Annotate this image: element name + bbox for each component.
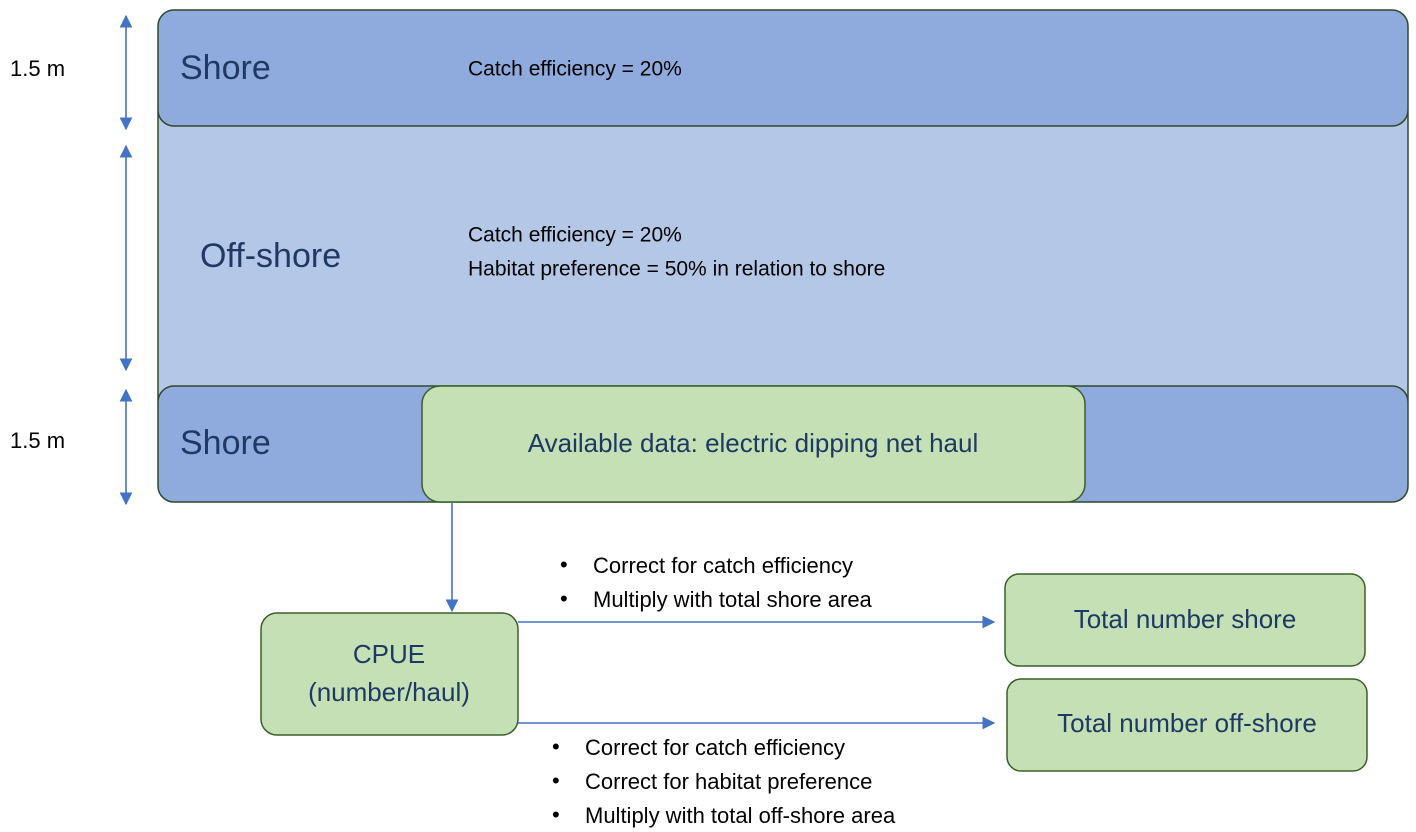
dimension-label: 1.5 m [10, 428, 65, 453]
output-label: Total number off-shore [1057, 708, 1317, 738]
zone-note: Catch efficiency = 20% [468, 224, 682, 247]
zone-label: Off-shore [200, 237, 341, 275]
step: Correct for catch efficiency [593, 553, 853, 578]
bullet: • [552, 734, 560, 759]
cpue-box [260, 612, 519, 736]
bullet: • [560, 552, 568, 577]
step: Multiply with total off-shore area [585, 803, 896, 828]
zone-label: Shore [180, 49, 271, 87]
zone-label: Shore [180, 424, 271, 462]
shore-zone [157, 9, 1409, 127]
offshore-zone [157, 111, 1409, 401]
output-box [1006, 678, 1368, 772]
source-box [421, 385, 1086, 503]
step: Correct for habitat preference [585, 769, 872, 794]
output-box [1004, 573, 1366, 667]
cpue-label: CPUE [353, 639, 425, 669]
bullet: • [552, 768, 560, 793]
bullet: • [560, 586, 568, 611]
source-label: Available data: electric dipping net hau… [528, 428, 979, 458]
zone-note: Habitat preference = 50% in relation to … [468, 258, 885, 281]
output-label: Total number shore [1074, 604, 1297, 634]
step: Correct for catch efficiency [585, 735, 845, 760]
dimension-label: 1.5 m [10, 56, 65, 81]
step: Multiply with total shore area [593, 587, 873, 612]
bullet: • [552, 802, 560, 827]
cpue-label: (number/haul) [308, 677, 470, 707]
zone-note: Catch efficiency = 20% [468, 58, 682, 81]
